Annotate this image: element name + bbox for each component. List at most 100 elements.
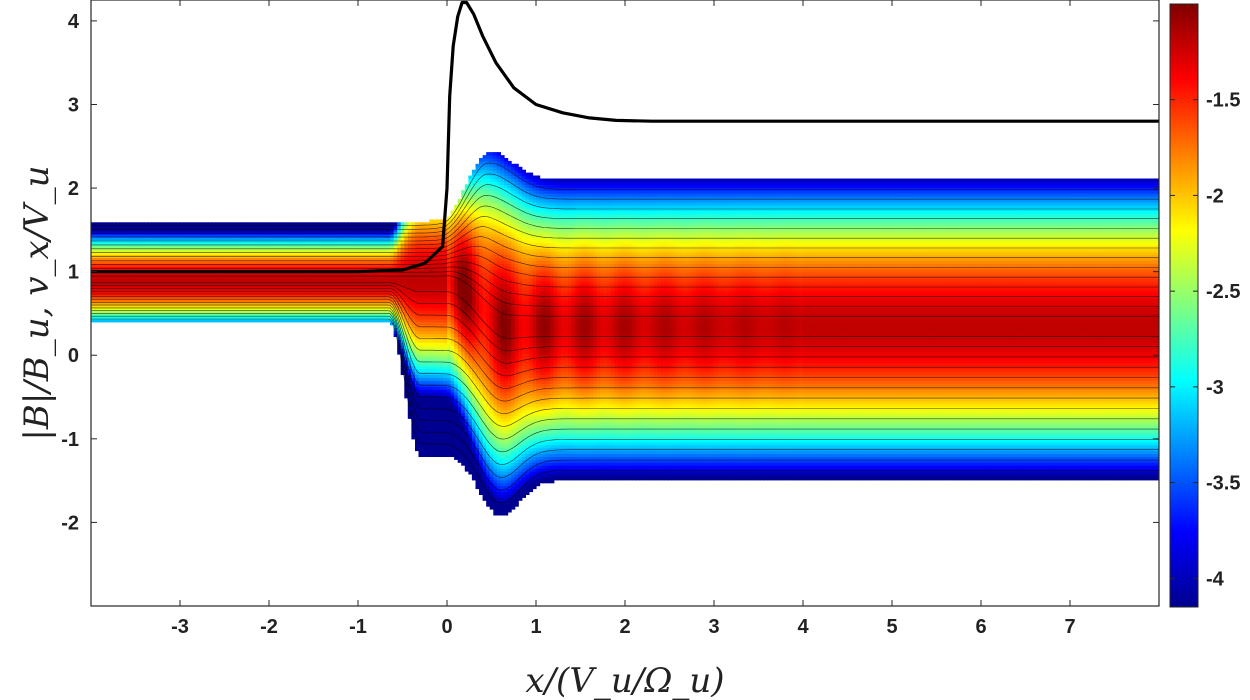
density-cell <box>251 292 256 297</box>
density-cell <box>425 362 430 367</box>
density-cell <box>215 292 220 297</box>
density-cell <box>286 292 291 297</box>
density-cell <box>407 260 412 264</box>
density-cell <box>123 292 128 297</box>
density-cell <box>169 225 174 229</box>
density-cell <box>461 190 466 194</box>
density-cell <box>340 260 345 264</box>
density-cell <box>240 248 245 253</box>
density-cell <box>479 190 484 194</box>
density-cell <box>98 260 103 264</box>
density-cell <box>91 248 96 253</box>
density-cell <box>447 386 452 390</box>
density-cell <box>479 158 484 162</box>
density-cell <box>443 421 448 425</box>
density-cell <box>479 421 484 425</box>
density-cell <box>471 362 477 367</box>
density-cell <box>436 260 441 264</box>
density-cell <box>471 304 477 308</box>
density-cell <box>418 421 423 425</box>
density-cell <box>105 292 110 297</box>
density-cell <box>425 421 430 425</box>
density-cell <box>447 260 452 264</box>
density-cell <box>464 292 469 297</box>
density-cell <box>180 292 185 297</box>
density-cell <box>471 169 477 174</box>
density-cell <box>336 292 341 297</box>
density-cell <box>375 225 380 229</box>
density-cell <box>443 362 448 367</box>
density-cell <box>158 248 163 253</box>
density-cell <box>322 248 327 253</box>
density-cell <box>429 260 434 264</box>
density-cell <box>354 260 359 264</box>
density-cell <box>464 272 469 276</box>
density-cell <box>194 260 199 264</box>
density-cell <box>479 386 484 390</box>
density-cell <box>283 225 288 229</box>
density-cell <box>443 374 448 378</box>
density-cell <box>418 351 423 355</box>
density-cell <box>269 237 274 241</box>
density-cell <box>461 362 466 367</box>
density-cell <box>293 292 299 297</box>
density-cell <box>407 248 412 253</box>
density-cell <box>443 339 448 343</box>
density-cell <box>418 453 423 457</box>
density-cell <box>98 225 103 229</box>
density-cell <box>411 304 416 308</box>
density-cell <box>301 260 306 264</box>
density-cell <box>347 225 352 229</box>
density-cell <box>358 225 363 229</box>
density-cell <box>233 237 238 241</box>
density-cell <box>140 260 145 264</box>
density-cell <box>429 248 434 253</box>
density-cell <box>126 225 131 229</box>
density-cell <box>454 283 459 288</box>
density-cell <box>479 409 484 414</box>
density-cell <box>133 248 138 253</box>
density-cell <box>482 304 487 308</box>
density-cell <box>336 248 341 253</box>
density-cell <box>443 386 448 390</box>
density-cell <box>358 260 363 264</box>
density-cell <box>269 248 274 253</box>
density-cell <box>322 237 327 241</box>
density-cell <box>151 292 156 297</box>
density-cell <box>390 248 395 253</box>
density-cell <box>418 225 423 229</box>
density-cell <box>108 225 113 229</box>
density-cell <box>286 248 291 253</box>
density-cell <box>429 441 434 446</box>
density-cell <box>336 260 341 264</box>
density-cell <box>347 292 352 297</box>
density-cell <box>471 316 477 320</box>
density-cell <box>479 304 484 308</box>
density-cell <box>169 237 174 241</box>
density-cell <box>311 248 316 253</box>
density-cell <box>229 292 234 297</box>
density-cell <box>247 248 252 253</box>
density-cell <box>269 225 274 229</box>
density-cell <box>180 225 185 229</box>
density-cell <box>471 327 477 332</box>
density-cell <box>258 260 263 264</box>
density-cell <box>407 225 412 229</box>
density-cell <box>471 292 477 297</box>
density-cell <box>105 248 110 253</box>
density-cell <box>464 283 469 288</box>
density-cell <box>390 225 395 229</box>
density-cell <box>400 260 405 264</box>
density-cell <box>240 225 245 229</box>
density-cell <box>429 237 434 241</box>
density-cell <box>354 292 359 297</box>
density-cell <box>187 248 192 253</box>
density-cell <box>194 248 199 253</box>
density-cell <box>197 248 202 253</box>
density-cell <box>133 237 138 241</box>
density-cell <box>461 397 466 402</box>
density-cell <box>425 272 430 276</box>
density-cell <box>151 225 156 229</box>
density-cell <box>197 225 202 229</box>
